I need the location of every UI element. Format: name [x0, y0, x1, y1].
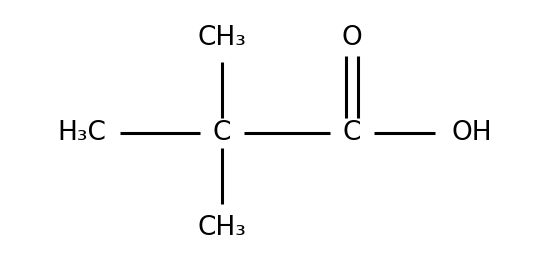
Text: OH: OH [451, 120, 492, 146]
Text: CH₃: CH₃ [198, 25, 246, 51]
Text: CH₃: CH₃ [198, 215, 246, 241]
Text: C: C [343, 120, 361, 146]
Text: O: O [342, 25, 362, 51]
Text: C: C [213, 120, 231, 146]
Text: H₃C: H₃C [58, 120, 106, 146]
